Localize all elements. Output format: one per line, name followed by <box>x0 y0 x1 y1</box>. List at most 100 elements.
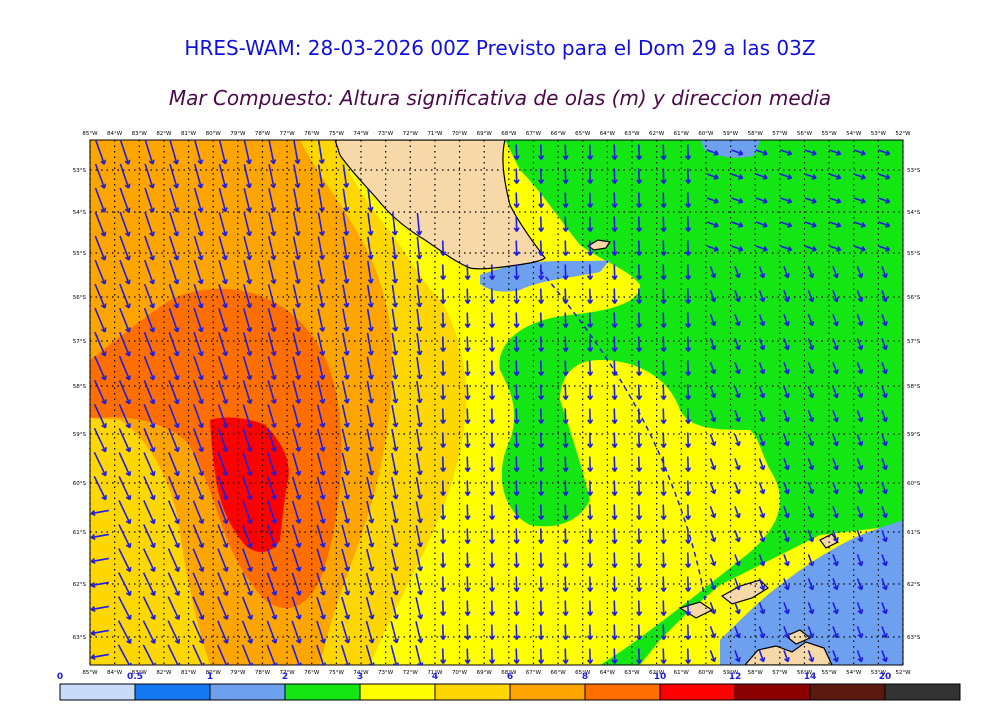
direction-arrow-head <box>343 302 350 308</box>
direction-arrow <box>856 290 863 302</box>
direction-arrow <box>118 500 131 524</box>
direction-arrow <box>243 212 251 236</box>
direction-arrow-head <box>811 245 817 252</box>
longitude-label: 83°W <box>132 131 148 137</box>
direction-arrow <box>416 357 421 379</box>
direction-arrow <box>734 650 740 662</box>
direction-arrow <box>755 197 768 203</box>
direction-arrow-head <box>246 207 253 213</box>
longitude-label: 61°W <box>674 670 690 676</box>
direction-arrow-head <box>343 254 350 260</box>
direction-arrow <box>856 458 863 470</box>
direction-arrow-head <box>174 542 180 549</box>
direction-arrow <box>341 452 349 476</box>
direction-arrow-head <box>270 350 277 357</box>
direction-arrow <box>366 500 373 524</box>
band-10-12m <box>210 417 289 552</box>
direction-arrow <box>144 259 154 285</box>
direction-arrow <box>856 314 863 326</box>
direction-arrow <box>686 408 690 424</box>
direction-arrow <box>192 476 204 500</box>
direction-arrow <box>242 428 252 452</box>
direction-arrow <box>316 500 325 524</box>
direction-arrow-head <box>295 494 302 500</box>
direction-arrow <box>832 386 838 398</box>
longitude-label: 70°W <box>452 670 468 676</box>
direction-arrow-head <box>857 393 864 399</box>
direction-arrow-head <box>832 489 839 495</box>
direction-arrow-head <box>738 149 744 156</box>
latitude-label: 58°S <box>73 384 87 390</box>
longitude-label: 74°W <box>353 670 369 676</box>
direction-arrow-head <box>318 254 326 260</box>
longitude-label: 52°W <box>895 131 911 137</box>
direction-arrow-head <box>685 155 692 160</box>
longitude-label: 82°W <box>156 131 172 137</box>
direction-arrow <box>342 212 348 236</box>
direction-arrow-head <box>149 518 156 525</box>
direction-arrow <box>365 548 374 572</box>
direction-arrow <box>93 476 107 500</box>
direction-arrow <box>539 600 543 616</box>
direction-arrow <box>706 149 719 155</box>
direction-arrow-head <box>221 159 228 165</box>
direction-arrow <box>266 596 277 620</box>
direction-arrow-head <box>734 321 741 327</box>
longitude-label: 55°W <box>821 131 837 137</box>
map-frame <box>89 139 904 666</box>
direction-arrow <box>564 600 567 616</box>
direction-arrow <box>807 626 814 638</box>
direction-arrow <box>366 524 373 548</box>
direction-arrow <box>341 548 349 572</box>
direction-arrow-head <box>762 245 768 252</box>
direction-arrow-head <box>710 321 717 327</box>
direction-arrow-head <box>368 566 375 572</box>
direction-arrow <box>613 360 616 376</box>
direction-arrow-head <box>222 518 229 525</box>
direction-arrow <box>267 380 276 404</box>
direction-arrow-head <box>464 515 471 520</box>
direction-arrow-head <box>611 275 618 280</box>
direction-arrow <box>441 600 445 616</box>
direction-arrow-head <box>440 347 447 352</box>
longitude-label: 59°W <box>723 670 739 676</box>
direction-arrow-head <box>489 539 496 544</box>
direction-arrow-head <box>636 347 643 352</box>
direction-arrow-head <box>710 657 717 663</box>
direction-arrow <box>341 332 349 356</box>
direction-arrow-head <box>294 350 301 356</box>
direction-arrow <box>367 236 372 260</box>
direction-arrow <box>881 338 887 350</box>
direction-arrow <box>734 410 740 422</box>
direction-arrow-head <box>808 417 815 423</box>
direction-arrow-head <box>246 327 253 333</box>
direction-arrow-head <box>636 299 643 304</box>
direction-arrow <box>856 434 863 446</box>
direction-arrow-head <box>101 495 107 501</box>
direction-arrow-head <box>246 374 253 381</box>
direction-arrow-head <box>198 375 204 381</box>
direction-arrow <box>662 384 665 400</box>
direction-arrow <box>515 480 518 496</box>
direction-arrow <box>588 552 592 568</box>
direction-arrow-head <box>246 494 253 501</box>
direction-arrow <box>637 576 641 592</box>
direction-arrow-head <box>832 513 839 519</box>
direction-arrow-head <box>710 633 717 639</box>
direction-arrow <box>734 530 740 542</box>
direction-arrow <box>316 644 325 665</box>
direction-arrow <box>856 410 863 422</box>
direction-arrow <box>515 576 518 592</box>
direction-arrow-head <box>881 609 888 615</box>
direction-arrow-head <box>367 254 374 260</box>
direction-arrow <box>662 432 665 448</box>
direction-arrow-head <box>319 374 326 380</box>
direction-arrow <box>856 602 863 614</box>
direction-arrow-head <box>440 491 447 496</box>
direction-arrow <box>266 572 277 596</box>
direction-arrow-head <box>198 399 204 405</box>
direction-arrow <box>218 188 227 212</box>
direction-arrow-head <box>223 614 229 620</box>
direction-arrow <box>709 266 716 278</box>
direction-arrow-head <box>440 587 447 592</box>
